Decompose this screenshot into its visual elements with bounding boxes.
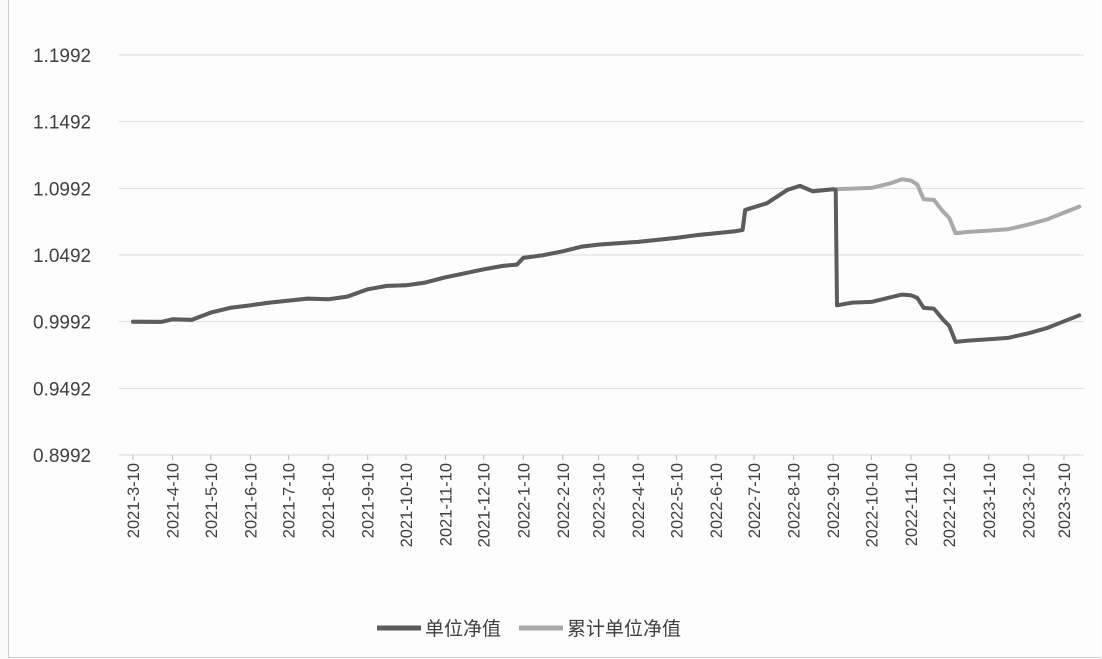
- x-tick-label: 2021-9-10: [360, 463, 378, 538]
- x-tick-label: 2023-2-10: [1020, 463, 1038, 538]
- gridlines: [119, 54, 1084, 456]
- x-tick-label: 2022-2-10: [555, 463, 573, 538]
- y-axis-ticks: 0.8992 0.9492 0.9992 1.0492 1.0992 1.1492 1.19…: [33, 46, 91, 467]
- legend-label-0: 单位净值: [425, 618, 501, 640]
- x-tick-label: 2021-11-10: [437, 463, 455, 546]
- chart-frame: 0.8992 0.9492 0.9992 1.0492 1.0992 1.1492 1.19…: [8, 0, 1101, 658]
- x-tick-label: 2022-11-10: [903, 463, 921, 546]
- y-tick-label: 1.1492: [33, 113, 91, 134]
- x-tick-label: 2023-1-10: [981, 463, 999, 538]
- legend: 单位净值 累计单位净值: [377, 618, 681, 640]
- x-tick-label: 2021-7-10: [281, 463, 299, 538]
- x-tick-label: 2022-7-10: [746, 463, 764, 538]
- y-tick-label: 0.9492: [33, 379, 91, 400]
- series-lines: [131, 177, 1082, 344]
- y-tick-label: 0.9992: [33, 313, 91, 334]
- x-tick-label: 2022-5-10: [668, 463, 686, 538]
- x-tick-label: 2022-10-10: [863, 463, 881, 547]
- x-tick-label: 2022-4-10: [630, 463, 648, 538]
- x-tick-label: 2023-3-10: [1056, 463, 1074, 538]
- x-tick-label: 2021-8-10: [320, 463, 338, 538]
- x-tick-label: 2021-5-10: [203, 463, 221, 538]
- x-tick-label: 2021-4-10: [165, 463, 183, 538]
- series-line-0: [131, 183, 1082, 344]
- x-tick-label: 2021-12-10: [476, 463, 494, 547]
- x-axis-ticks: 2021-3-10 2021-4-10 2021-5-10 2021-6-10 2021…: [125, 455, 1074, 547]
- y-tick-label: 0.8992: [33, 446, 91, 467]
- legend-label-1: 累计单位净值: [567, 618, 681, 640]
- x-tick-label: 2022-9-10: [825, 463, 843, 538]
- x-tick-label: 2022-3-10: [591, 463, 609, 538]
- x-tick-label: 2022-1-10: [515, 463, 533, 538]
- line-chart: 0.8992 0.9492 0.9992 1.0492 1.0992 1.1492 1.19…: [33, 46, 1084, 640]
- x-tick-label: 2021-3-10: [125, 463, 143, 538]
- y-tick-label: 1.1992: [33, 46, 91, 67]
- y-tick-label: 1.0992: [33, 179, 91, 200]
- x-tick-label: 2021-6-10: [242, 463, 260, 538]
- x-tick-label: 2021-10-10: [398, 463, 416, 547]
- x-tick-label: 2022-8-10: [786, 463, 804, 538]
- x-tick-label: 2022-6-10: [708, 463, 726, 538]
- x-tick-label: 2022-12-10: [941, 463, 959, 547]
- y-tick-label: 1.0492: [33, 246, 91, 267]
